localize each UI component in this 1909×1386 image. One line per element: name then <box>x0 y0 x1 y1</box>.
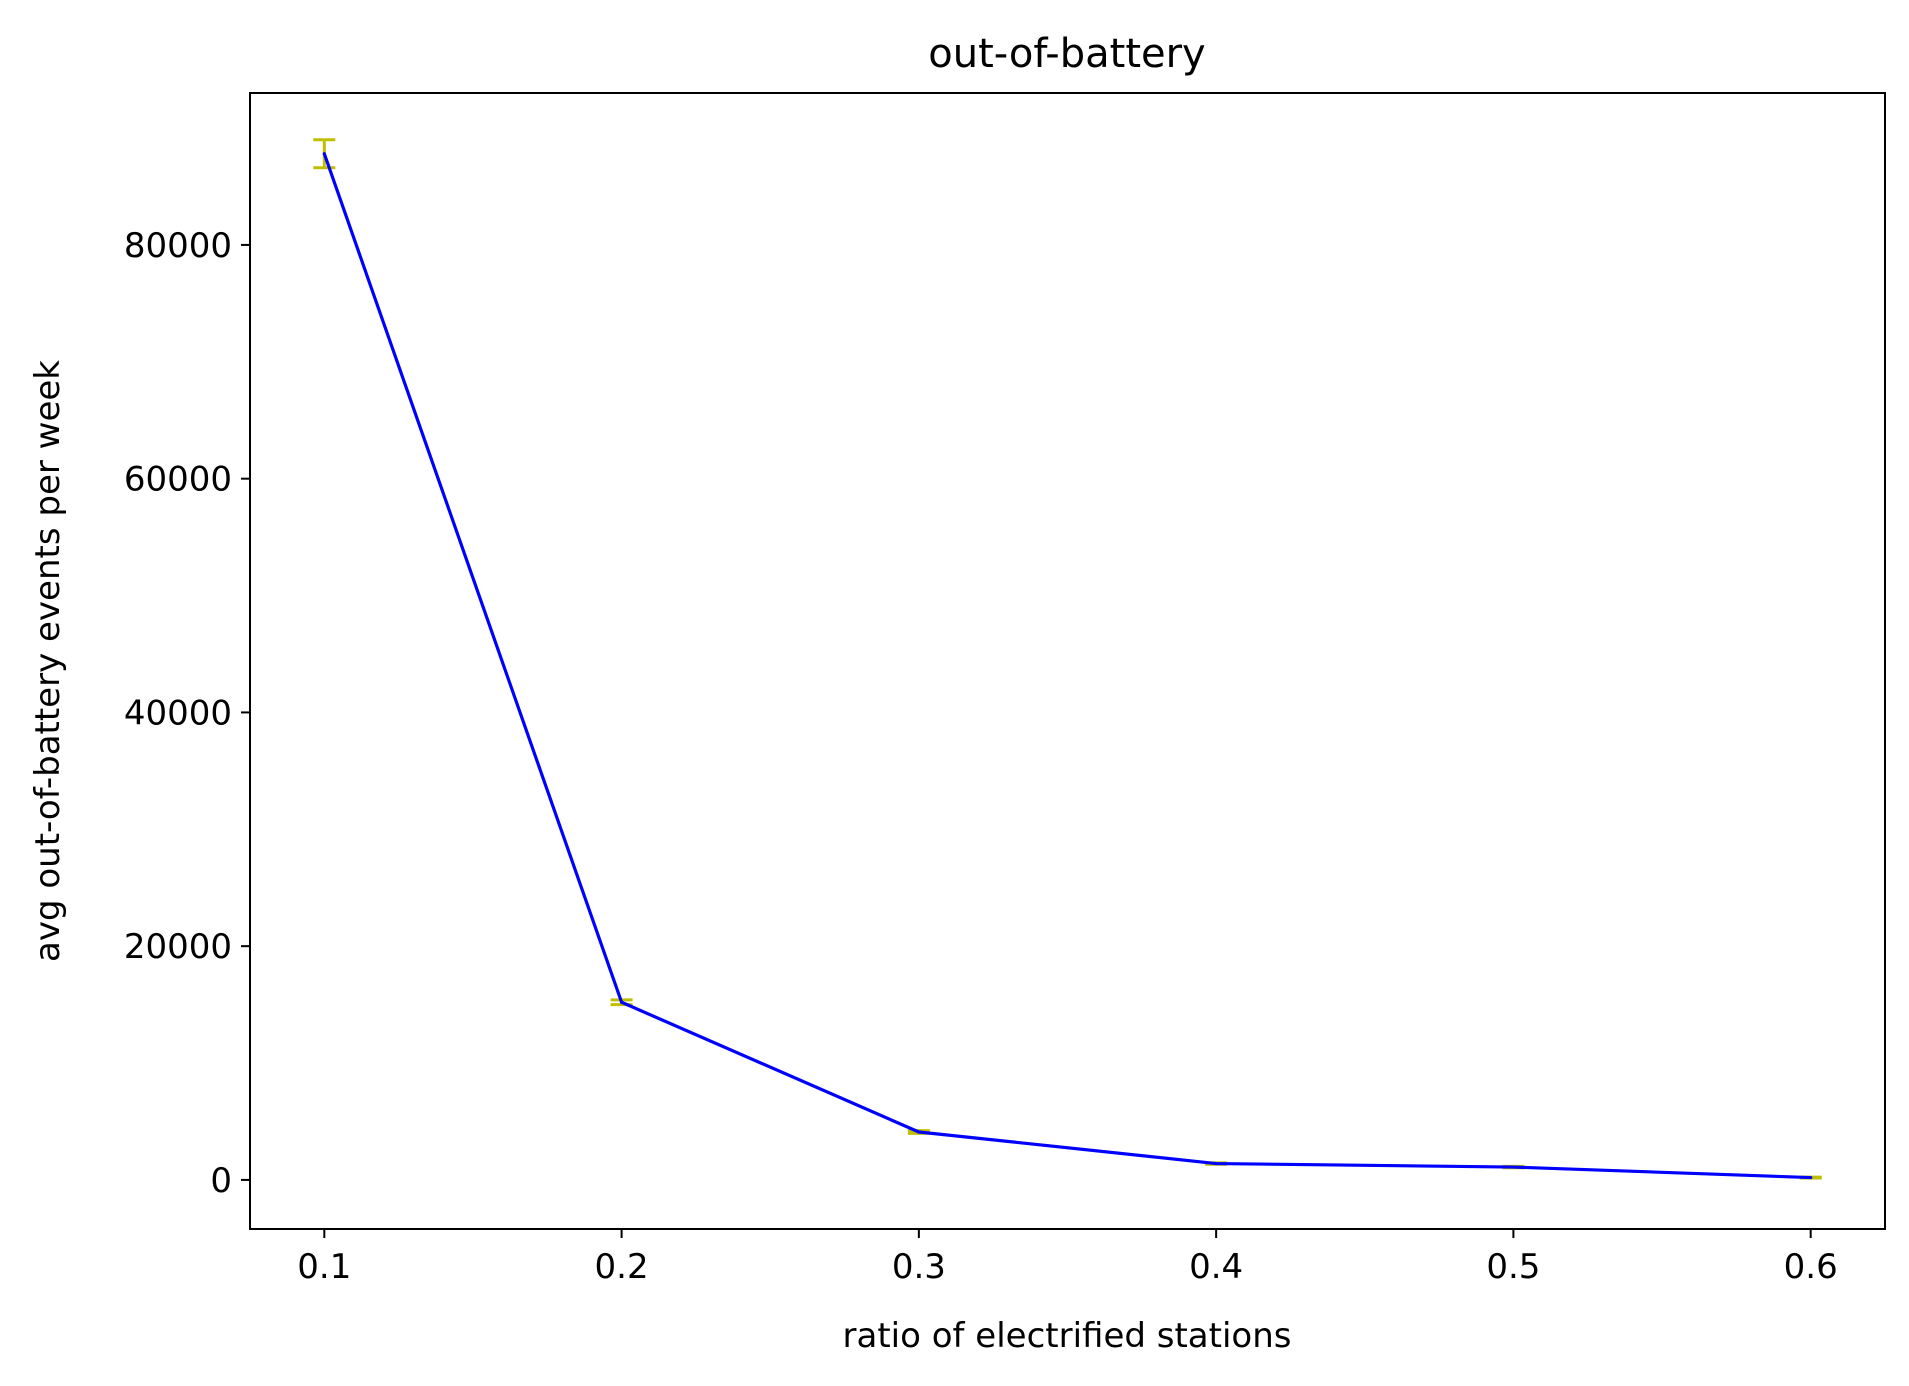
x-tick-label: 0.5 <box>1486 1247 1540 1287</box>
series-line <box>322 153 1811 1180</box>
x-tick-label: 0.1 <box>297 1247 351 1287</box>
y-tick-label: 0 <box>210 1161 232 1201</box>
data-point <box>1214 1161 1218 1166</box>
data-point <box>1809 1175 1813 1180</box>
x-tick-label: 0.3 <box>892 1247 946 1287</box>
x-tick-label: 0.2 <box>595 1247 649 1287</box>
y-axis: 0 20000 40000 60000 80000 <box>124 226 250 1201</box>
plot-area <box>250 93 1885 1229</box>
data-point <box>619 1000 624 1004</box>
x-tick-label: 0.4 <box>1189 1247 1243 1287</box>
y-tick-label: 40000 <box>124 693 232 733</box>
y-tick-label: 60000 <box>124 460 232 500</box>
x-tick-label: 0.6 <box>1784 1247 1838 1287</box>
chart-title: out-of-battery <box>928 31 1205 77</box>
y-tick-label: 20000 <box>124 927 232 967</box>
x-axis: 0.1 0.2 0.3 0.4 0.5 0.6 <box>297 1229 1838 1287</box>
plot-frame <box>249 92 1886 1230</box>
x-axis-label: ratio of electrified stations <box>843 1316 1292 1356</box>
data-point <box>917 1130 921 1134</box>
y-tick-label: 80000 <box>124 226 232 266</box>
data-point <box>1511 1165 1516 1169</box>
series-layer <box>322 152 1813 1180</box>
y-axis-label: avg out-of-battery events per week <box>28 360 68 962</box>
data-point <box>322 152 326 156</box>
